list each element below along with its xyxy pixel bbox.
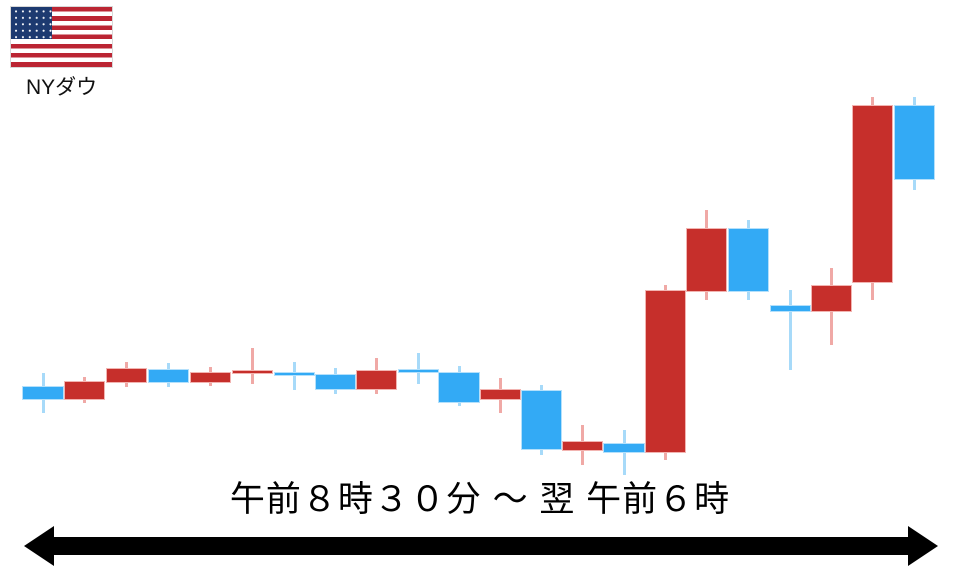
candle-body	[686, 228, 727, 292]
candlestick-16	[645, 0, 686, 480]
candlestick-15	[603, 0, 645, 480]
candlestick-14	[562, 0, 603, 480]
candle-body	[894, 105, 935, 180]
candlestick-21	[852, 0, 893, 480]
candle-body	[603, 443, 645, 453]
candlestick-12	[480, 0, 521, 480]
candle-body	[480, 389, 521, 400]
candlestick-2	[64, 0, 105, 480]
candlestick-17	[686, 0, 727, 480]
candle-wick	[417, 353, 420, 384]
candle-body	[852, 105, 893, 283]
candlestick-20	[811, 0, 852, 480]
candlestick-3	[106, 0, 147, 480]
candlestick-7	[274, 0, 315, 480]
index-name-label: NYダウ	[26, 76, 98, 99]
us-flag-icon	[10, 6, 113, 68]
candlestick-chart	[22, 0, 935, 480]
candlestick-19	[770, 0, 811, 480]
candle-body	[811, 285, 852, 312]
candlestick-5	[190, 0, 231, 480]
candlestick-9	[356, 0, 397, 480]
candle-wick	[789, 290, 792, 370]
candle-body	[22, 386, 64, 400]
candle-body	[106, 368, 147, 383]
candle-body	[770, 305, 811, 312]
candle-body	[274, 372, 315, 376]
candle-body	[148, 369, 189, 383]
candlestick-11	[438, 0, 480, 480]
candle-body	[521, 390, 562, 450]
double-headed-arrow-icon	[24, 526, 938, 566]
candlestick-6	[232, 0, 273, 480]
candle-body	[356, 370, 397, 390]
flag-stars	[11, 7, 53, 40]
candlestick-1	[22, 0, 64, 480]
flag-canton	[11, 7, 53, 40]
candlestick-10	[398, 0, 439, 480]
candle-body	[398, 369, 439, 373]
arrow-shape	[24, 526, 938, 566]
candle-body	[232, 370, 273, 374]
candle-body	[64, 381, 105, 400]
candlestick-22	[894, 0, 935, 480]
candle-body	[728, 228, 769, 292]
candlestick-13	[521, 0, 562, 480]
time-range-label: 午前８時３０分 ～ 翌 午前６時	[229, 480, 731, 519]
candle-body	[562, 441, 603, 451]
candle-body	[645, 290, 686, 453]
candle-body	[190, 372, 231, 383]
candle-wick	[251, 348, 254, 384]
candle-wick	[293, 362, 296, 390]
candlestick-4	[148, 0, 189, 480]
candle-body	[315, 374, 356, 390]
candle-body	[438, 372, 480, 403]
candlestick-8	[315, 0, 356, 480]
candlestick-18	[728, 0, 769, 480]
